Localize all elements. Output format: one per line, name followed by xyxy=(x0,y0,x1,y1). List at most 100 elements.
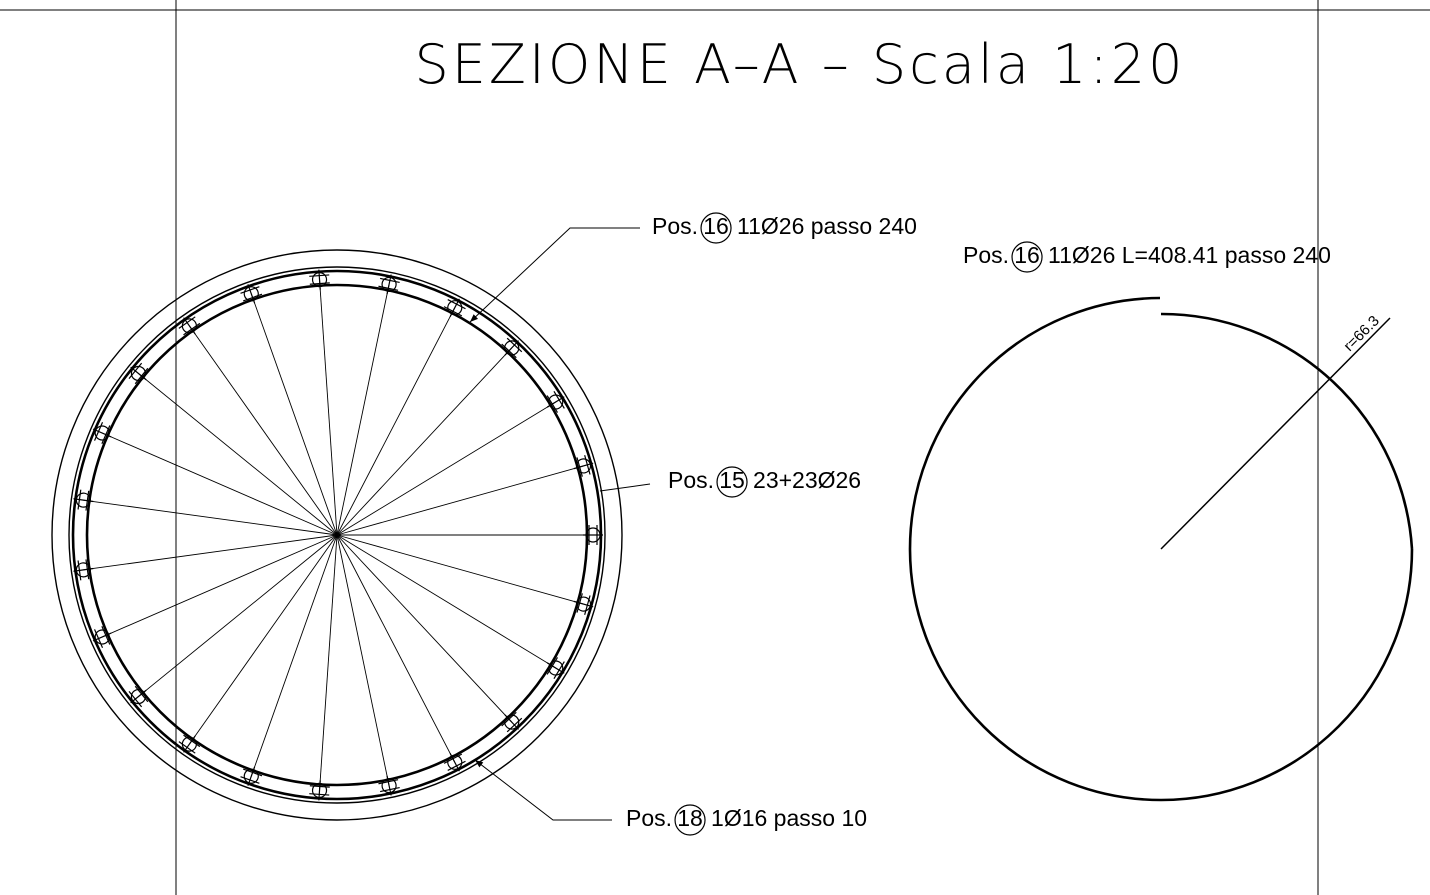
rebar-cross xyxy=(443,753,463,764)
spoke xyxy=(83,499,338,536)
rebar-cross xyxy=(546,657,559,675)
rebar-cross xyxy=(242,768,263,777)
label-prefix: Pos. xyxy=(652,213,698,239)
rebar-cross xyxy=(183,735,196,753)
rebar-cross xyxy=(546,396,565,408)
rebar xyxy=(309,780,330,801)
rebar xyxy=(501,711,523,733)
spoke xyxy=(336,534,556,669)
radius-label: r=66.3 xyxy=(1340,312,1382,354)
rebar-cross xyxy=(128,690,143,708)
spoke xyxy=(336,465,584,536)
rebar xyxy=(573,593,594,615)
rebar-cross xyxy=(92,632,112,642)
spoke xyxy=(250,293,338,536)
spoke xyxy=(189,325,338,536)
rebar xyxy=(546,657,565,679)
rebar-cross xyxy=(73,567,94,572)
rebar xyxy=(178,316,201,336)
rebar-cross xyxy=(447,299,466,310)
label-text: 11Ø26 L=408.41 passo 240 xyxy=(1048,242,1331,268)
rebar-cross xyxy=(240,776,260,784)
rebar-cross xyxy=(553,391,565,409)
rebar xyxy=(583,525,603,545)
position-circle xyxy=(716,466,748,498)
rebar-cross xyxy=(449,298,460,317)
rebar-cross xyxy=(379,277,400,284)
spoke xyxy=(336,534,390,786)
rebar xyxy=(92,422,112,445)
rebar xyxy=(128,685,149,708)
rebar-cross xyxy=(546,662,565,674)
rebar-cross xyxy=(101,625,111,645)
title: SEZIONE A–A – Scala 1:20 xyxy=(415,33,1186,96)
rebar-cross xyxy=(506,717,523,733)
rebar xyxy=(240,766,263,786)
spoke xyxy=(319,279,338,536)
position-number: 15 xyxy=(719,467,745,493)
spoke xyxy=(250,534,338,777)
spoke xyxy=(83,534,338,571)
label-text: 1Ø16 passo 10 xyxy=(711,805,867,831)
label-prefix: Pos. xyxy=(963,242,1009,268)
rebar xyxy=(128,362,149,385)
rebar-cross xyxy=(506,337,523,353)
rebar xyxy=(73,559,94,581)
position-number: 16 xyxy=(703,213,729,239)
spoke xyxy=(336,347,513,536)
rebar-cross xyxy=(183,317,196,335)
rebar-cross xyxy=(386,274,392,295)
rebar-cross xyxy=(247,766,256,786)
rebar-cross xyxy=(318,780,321,801)
rebar xyxy=(92,625,112,648)
rebar-cross xyxy=(134,685,149,703)
rebar-cross xyxy=(77,560,82,581)
rebar-cross xyxy=(85,490,90,511)
bar-shape xyxy=(908,296,1414,802)
spoke xyxy=(336,534,456,763)
rebar-cross xyxy=(183,322,201,336)
rebar-cross xyxy=(504,714,519,730)
rebar-cross xyxy=(576,593,583,613)
position-number: 16 xyxy=(1014,242,1040,268)
position-number: 18 xyxy=(677,805,703,831)
rebar-cross xyxy=(573,600,594,608)
rebar-cross xyxy=(443,306,463,317)
rebar-cross xyxy=(501,343,517,359)
rebar-cross xyxy=(378,285,399,291)
rebar xyxy=(240,284,263,304)
rebar-cross xyxy=(73,498,94,503)
spoke xyxy=(336,307,456,536)
rebar-cross xyxy=(501,711,517,727)
label-prefix: Pos. xyxy=(626,805,672,831)
rebar-cross xyxy=(584,455,591,475)
rebar-cross xyxy=(92,428,112,438)
spoke xyxy=(336,284,390,536)
spoke xyxy=(336,534,513,723)
rebar-cross xyxy=(318,269,321,290)
rebar-cross xyxy=(247,284,256,304)
rebar xyxy=(378,775,400,796)
section-a-a xyxy=(51,249,623,821)
rebar-cross xyxy=(378,779,399,785)
rebar-cross xyxy=(309,282,330,285)
label-text: 23+23Ø26 xyxy=(753,467,861,493)
rebar-cross xyxy=(447,760,466,771)
rebar xyxy=(309,269,330,290)
spoke xyxy=(336,401,556,536)
spoke xyxy=(189,534,338,745)
rebar-cross xyxy=(546,395,559,413)
rebar xyxy=(573,455,594,477)
rebar-cross xyxy=(134,367,149,385)
rebar-cross xyxy=(93,422,104,441)
rebar-cross xyxy=(386,775,392,796)
spoke xyxy=(138,534,338,697)
spoke xyxy=(138,373,338,536)
rebar-cross xyxy=(309,785,330,788)
rebar-cross xyxy=(178,316,196,329)
position-circle xyxy=(700,212,732,244)
rebar xyxy=(73,489,94,511)
rebar-cross xyxy=(504,340,519,356)
rebar-cross xyxy=(178,741,196,754)
rebar xyxy=(443,298,466,317)
